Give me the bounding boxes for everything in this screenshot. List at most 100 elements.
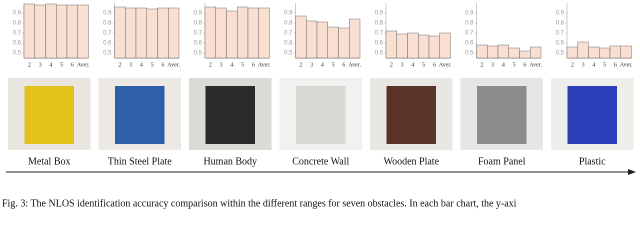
y-tick-label: 0.9	[13, 11, 22, 17]
arrow-head	[628, 169, 636, 175]
y-tick-label: 0.7	[103, 31, 112, 37]
x-tick-label: 6	[252, 62, 255, 68]
bar	[226, 10, 238, 59]
y-tick-label: 0.6	[103, 41, 112, 47]
x-tick-label: 3	[401, 62, 404, 68]
x-tick-label: 6	[161, 62, 164, 68]
y-tick-label: 0.7	[556, 31, 565, 37]
bar	[237, 6, 249, 59]
y-tick-label: 0.8	[465, 21, 474, 27]
x-tick-label: 2	[28, 62, 31, 68]
y-tick-label: 0.7	[284, 31, 293, 37]
bar	[609, 45, 621, 59]
y-tick-label: 0.9	[194, 11, 203, 17]
bar	[566, 46, 578, 59]
bar	[45, 3, 57, 59]
y-tick-label: 0.7	[194, 31, 203, 37]
bar	[316, 21, 328, 59]
x-tick-label: 6	[523, 62, 526, 68]
obstacle-label: Human Body	[203, 156, 257, 167]
x-tick-label: 4	[502, 62, 505, 68]
x-tick-label: 4	[49, 62, 52, 68]
bar	[23, 3, 35, 59]
figure: Fig. 3: The NLOS identification accuracy…	[2, 3, 636, 209]
x-tick-label: 3	[129, 62, 132, 68]
y-tick-label: 0.7	[13, 31, 22, 37]
bar	[146, 8, 158, 59]
y-tick-label: 0.8	[13, 21, 22, 27]
bar	[306, 20, 318, 59]
x-tick-label: Aver.	[529, 62, 542, 68]
bar	[620, 45, 632, 59]
bar	[497, 44, 509, 59]
obstacle-shape	[115, 86, 165, 144]
y-tick-label: 0.6	[556, 41, 565, 47]
x-tick-label: 4	[592, 62, 595, 68]
y-tick-label: 0.6	[194, 41, 203, 47]
x-tick-label: Aver.	[167, 62, 180, 68]
bar	[599, 47, 611, 59]
y-tick-label: 0.5	[375, 51, 384, 57]
bar	[530, 46, 542, 59]
bar	[349, 18, 361, 59]
y-tick-label: 0.5	[13, 51, 22, 57]
y-tick-label: 0.5	[103, 51, 112, 57]
bar	[439, 32, 451, 59]
caption: Fig. 3: The NLOS identification accuracy…	[2, 198, 517, 209]
bar	[56, 4, 68, 59]
x-tick-label: 5	[60, 62, 63, 68]
x-tick-label: 5	[241, 62, 244, 68]
bar	[125, 7, 137, 59]
obstacle-shape	[386, 86, 436, 144]
bar	[215, 7, 227, 59]
x-tick-label: 6	[433, 62, 436, 68]
obstacle-shape	[477, 86, 527, 144]
bar	[385, 30, 397, 59]
x-tick-label: 2	[299, 62, 302, 68]
x-tick-label: 4	[411, 62, 414, 68]
x-tick-label: Aver.	[620, 62, 633, 68]
bar	[476, 44, 488, 59]
y-tick-label: 0.5	[194, 51, 203, 57]
bar	[34, 4, 46, 59]
x-tick-label: 3	[39, 62, 42, 68]
y-tick-label: 0.6	[375, 41, 384, 47]
y-tick-label: 0.9	[465, 11, 474, 17]
x-tick-label: Aver.	[258, 62, 271, 68]
y-tick-label: 0.5	[556, 51, 565, 57]
bar	[418, 34, 430, 59]
bar	[77, 4, 89, 59]
x-tick-label: 6	[614, 62, 617, 68]
y-tick-label: 0.9	[103, 11, 112, 17]
x-tick-label: 2	[390, 62, 393, 68]
x-tick-label: 2	[209, 62, 212, 68]
bar	[204, 6, 216, 59]
y-tick-label: 0.8	[375, 21, 384, 27]
obstacle-shape	[567, 86, 617, 144]
x-tick-label: 5	[151, 62, 154, 68]
bar	[157, 7, 169, 59]
bar	[327, 26, 339, 59]
x-tick-label: 2	[571, 62, 574, 68]
x-tick-label: 4	[321, 62, 324, 68]
obstacle-shape	[24, 86, 74, 144]
y-tick-label: 0.8	[194, 21, 203, 27]
obstacle-label: Metal Box	[28, 156, 71, 167]
y-tick-label: 0.8	[284, 21, 293, 27]
x-tick-label: Aver.	[439, 62, 452, 68]
y-tick-label: 0.9	[375, 11, 384, 17]
x-tick-label: 4	[140, 62, 143, 68]
bar	[247, 7, 259, 59]
obstacle-shape	[205, 86, 255, 144]
obstacle-label: Thin Steel Plate	[108, 156, 172, 167]
bar	[114, 6, 126, 59]
bar	[66, 4, 78, 59]
x-tick-label: 5	[513, 62, 516, 68]
bar	[428, 35, 440, 59]
x-tick-label: 5	[422, 62, 425, 68]
x-tick-label: 5	[603, 62, 606, 68]
x-tick-label: 2	[118, 62, 121, 68]
bar	[577, 41, 589, 59]
y-tick-label: 0.5	[465, 51, 474, 57]
y-tick-label: 0.8	[103, 21, 112, 27]
